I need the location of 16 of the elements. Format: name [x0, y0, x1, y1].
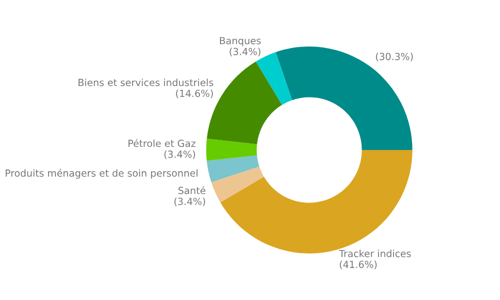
- slice-label: Tracker indices: [338, 250, 411, 258]
- slice-label: Santé: [178, 186, 206, 194]
- donut-slice: [211, 166, 264, 202]
- slice-label: Biens et services industriels: [78, 78, 214, 86]
- data-label: (3.4%): [164, 150, 196, 160]
- slice-label: Produits ménagers et de soin personnel: [6, 168, 198, 179]
- data-label: (14.6%): [176, 90, 213, 98]
- donut-slice: [206, 138, 258, 161]
- data-label: (41.6%): [340, 260, 377, 270]
- data-label: (3.4%): [174, 198, 206, 206]
- data-label: (3.4%): [230, 48, 260, 56]
- donut-slice: [276, 46, 412, 150]
- slice-label: Pétrole et Gaz: [128, 139, 196, 148]
- donut-slice: [206, 155, 260, 182]
- data-label: (30.3%): [376, 52, 413, 62]
- slice-label: Banques: [220, 37, 261, 46]
